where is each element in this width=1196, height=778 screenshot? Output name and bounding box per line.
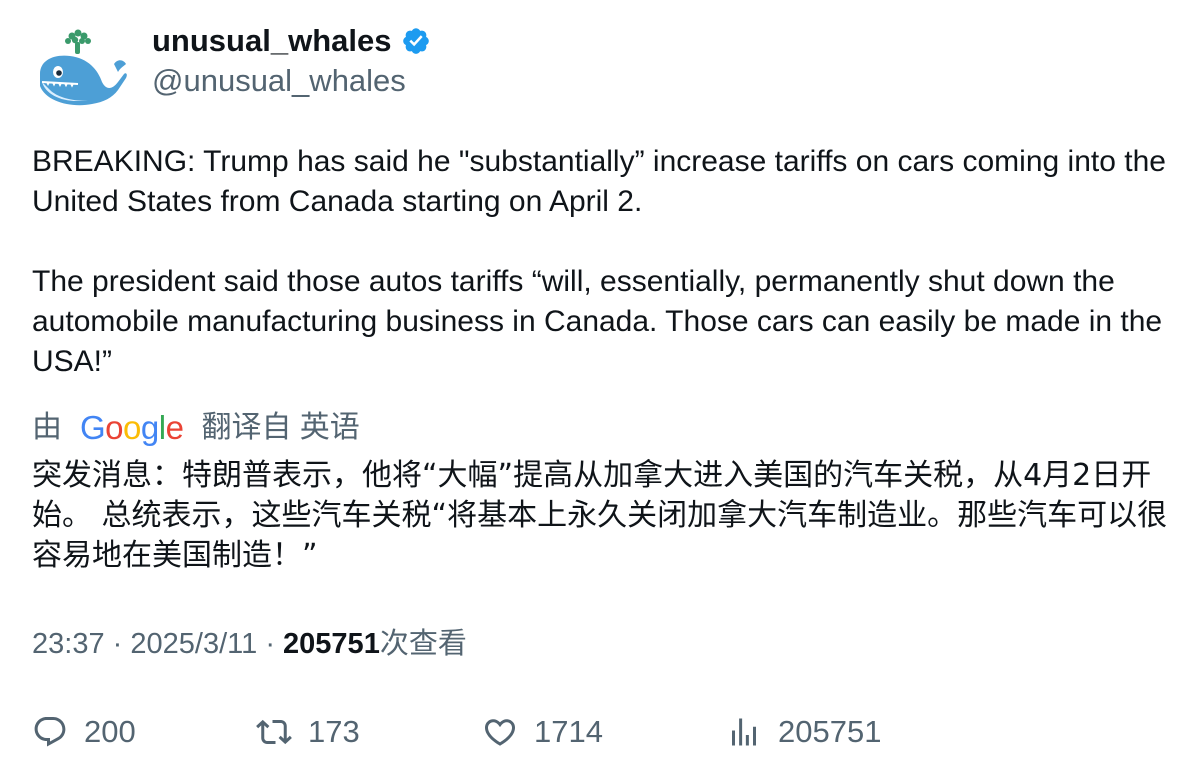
like-button[interactable]: 1714 [482, 710, 603, 754]
views-action-count: 205751 [778, 714, 881, 750]
tweet-meta: 23:37 · 2025/3/11 · 205751次查看 [32, 624, 467, 664]
google-logo: Google [80, 408, 183, 448]
reply-count: 200 [84, 714, 136, 750]
translation-prefix: 由 [32, 408, 62, 448]
reply-icon [32, 714, 68, 750]
retweet-button[interactable]: 173 [256, 710, 360, 754]
verified-badge-icon [401, 26, 431, 56]
avatar[interactable] [32, 24, 128, 120]
user-handle[interactable]: @unusual_whales [152, 62, 406, 100]
meta-separator: · [265, 628, 275, 660]
like-count: 1714 [534, 714, 603, 750]
reply-button[interactable]: 200 [32, 710, 136, 754]
retweet-count: 173 [308, 714, 360, 750]
tweet-text: BREAKING: Trump has said he "substantial… [32, 142, 1167, 382]
views-button[interactable]: 205751 [726, 710, 881, 754]
views-label: 次查看 [380, 628, 467, 660]
tweet-date[interactable]: 2025/3/11 [130, 628, 257, 660]
views-chart-icon [726, 714, 762, 750]
retweet-icon [256, 714, 292, 750]
translated-text: 突发消息：特朗普表示，他将“大幅”提高从加拿大进入美国的汽车关税，从4月2日开始… [32, 456, 1172, 576]
translation-attribution[interactable]: 由 Google 翻译自 英语 [32, 408, 360, 448]
tweet-time[interactable]: 23:37 [32, 628, 105, 660]
display-name[interactable]: unusual_whales [152, 22, 391, 60]
whale-avatar-icon [32, 24, 128, 120]
author-name-row[interactable]: unusual_whales [152, 22, 431, 60]
meta-separator: · [113, 628, 123, 660]
tweet-paragraph: BREAKING: Trump has said he "substantial… [32, 142, 1167, 222]
translation-suffix: 翻译自 英语 [201, 408, 359, 448]
action-bar: 200 173 1714 205751 [32, 710, 1172, 754]
views-count: 205751 [283, 628, 380, 660]
heart-icon [482, 714, 518, 750]
tweet-paragraph: The president said those autos tariffs “… [32, 262, 1167, 382]
